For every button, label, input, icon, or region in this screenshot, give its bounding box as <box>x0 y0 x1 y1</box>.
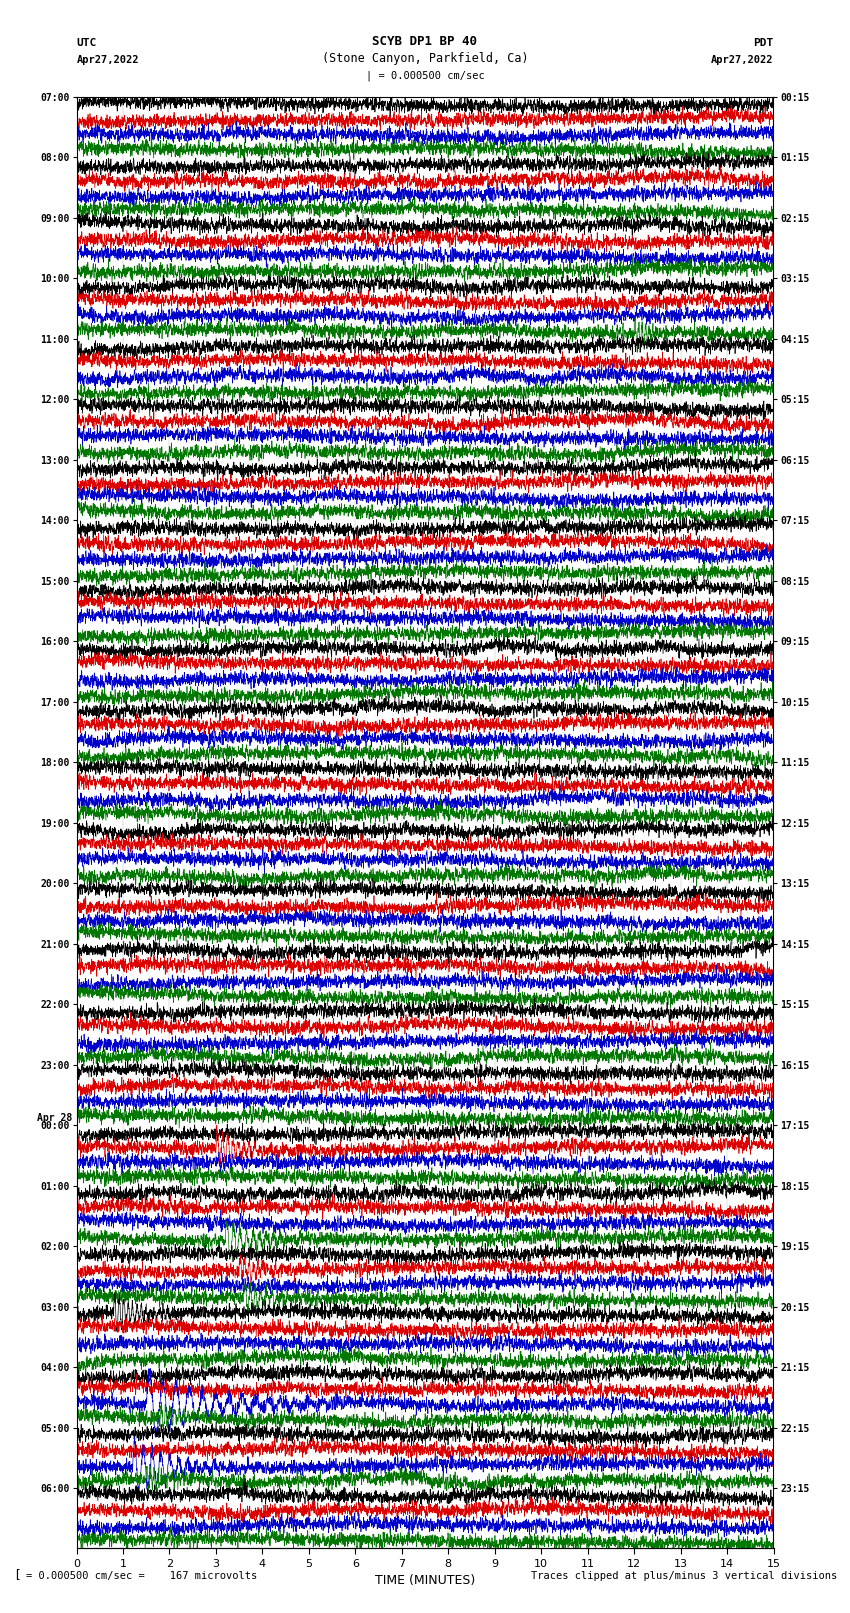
Text: (Stone Canyon, Parkfield, Ca): (Stone Canyon, Parkfield, Ca) <box>321 52 529 65</box>
Text: | = 0.000500 cm/sec: | = 0.000500 cm/sec <box>366 69 484 81</box>
Text: PDT: PDT <box>753 39 774 48</box>
X-axis label: TIME (MINUTES): TIME (MINUTES) <box>375 1574 475 1587</box>
Text: SCYB DP1 BP 40: SCYB DP1 BP 40 <box>372 35 478 48</box>
Text: Apr27,2022: Apr27,2022 <box>711 55 774 65</box>
Text: [: [ <box>13 1568 20 1581</box>
Text: Apr 28: Apr 28 <box>37 1113 72 1123</box>
Text: UTC: UTC <box>76 39 97 48</box>
Text: Traces clipped at plus/minus 3 vertical divisions: Traces clipped at plus/minus 3 vertical … <box>531 1571 837 1581</box>
Text: = 0.000500 cm/sec =    167 microvolts: = 0.000500 cm/sec = 167 microvolts <box>26 1571 257 1581</box>
Text: Apr27,2022: Apr27,2022 <box>76 55 139 65</box>
